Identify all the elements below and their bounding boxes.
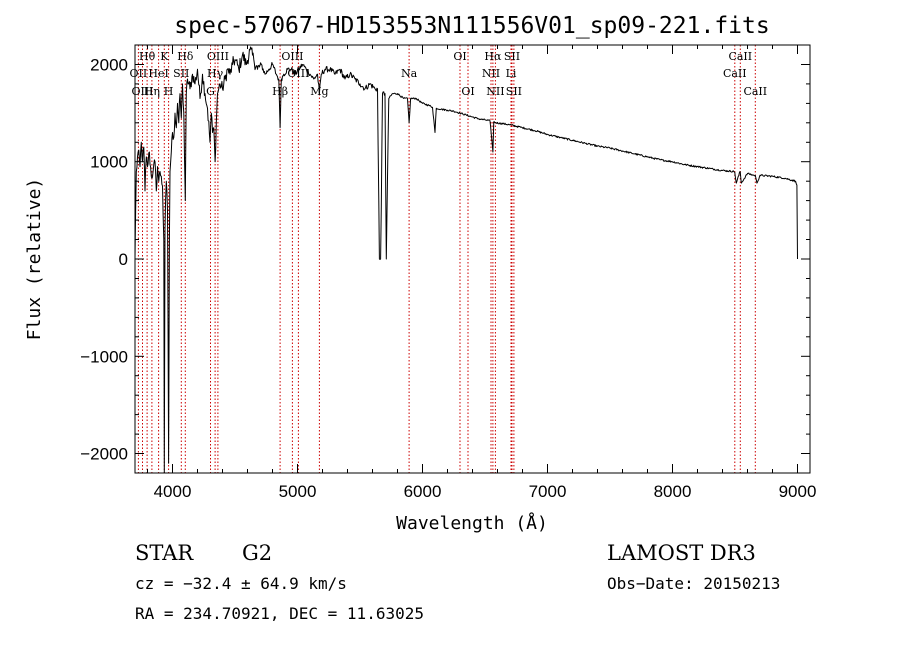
spectral-line-label: Hη bbox=[144, 85, 160, 98]
spectral-line-label: Hδ bbox=[177, 50, 194, 63]
x-tick-label: 8000 bbox=[654, 482, 692, 501]
y-axis-label: Flux (relative) bbox=[24, 178, 45, 341]
x-axis-ticks: 4000 5000 6000 7000 8000 9000 bbox=[147, 45, 817, 501]
obs-date-readout: Obs−Date: 20150213 bbox=[607, 574, 780, 593]
spectral-line-label: Li bbox=[506, 67, 517, 80]
spectral-line-label: CaII bbox=[743, 85, 767, 98]
x-tick-label: 6000 bbox=[404, 482, 442, 501]
spectral-line-label: OII bbox=[130, 67, 148, 80]
spectral-line-labels-layer: Hθ OII OIII K HeI Hη H SII Hδ OIII Hγ G OIII OIII Hβ Mg… bbox=[130, 50, 768, 98]
spectral-line-label: H bbox=[164, 85, 174, 98]
spectral-line-label: K bbox=[160, 50, 169, 63]
spectral-line-label: Mg bbox=[310, 85, 328, 98]
plot-frame bbox=[134, 44, 811, 474]
x-tick-label: 9000 bbox=[779, 482, 817, 501]
y-tick-label: 1000 bbox=[90, 153, 128, 172]
class-label: STAR bbox=[135, 541, 194, 565]
coordinates-readout: RA = 234.70921, DEC = 11.63025 bbox=[135, 604, 424, 623]
x-tick-label: 4000 bbox=[154, 482, 192, 501]
spectral-line-label: SII bbox=[173, 67, 189, 80]
spectral-line-label: OIII bbox=[207, 50, 229, 63]
spectral-line-label: NII bbox=[482, 67, 500, 80]
spectral-line-label: SII bbox=[504, 50, 520, 63]
spectral-line-label: Hθ bbox=[139, 50, 156, 63]
spectral-line-label: OIII bbox=[287, 67, 309, 80]
y-tick-label: 2000 bbox=[90, 56, 128, 75]
spectral-lines-layer bbox=[137, 45, 756, 473]
x-tick-label: 7000 bbox=[529, 482, 567, 501]
spectral-line-label: Na bbox=[401, 67, 418, 80]
spectral-line-label: CaII bbox=[723, 67, 747, 80]
y-tick-label: −1000 bbox=[80, 347, 128, 366]
x-tick-label: 5000 bbox=[279, 482, 317, 501]
y-axis-ticks: −2000 −1000 0 1000 2000 bbox=[80, 44, 810, 474]
spectrum-layer bbox=[134, 46, 798, 474]
spectrum-trace bbox=[134, 46, 798, 474]
y-tick-label: −2000 bbox=[80, 445, 128, 464]
spectral-line-label: NII bbox=[486, 85, 504, 98]
spectral-line-label: OIII bbox=[281, 50, 303, 63]
survey-label: LAMOST DR3 bbox=[607, 541, 756, 565]
spectral-line-label: OI bbox=[461, 85, 474, 98]
spectral-line-label: Hβ bbox=[272, 85, 288, 98]
subclass-label: G2 bbox=[242, 541, 272, 565]
spectral-line-label: CaII bbox=[728, 50, 752, 63]
spectral-line-label: OI bbox=[453, 50, 466, 63]
spectral-line-label: SII bbox=[506, 85, 522, 98]
y-tick-label: 0 bbox=[119, 250, 128, 269]
chart-title: spec-57067-HD153553N111556V01_sp09-221.f… bbox=[174, 13, 769, 39]
x-axis-label: Wavelength (Å) bbox=[396, 512, 548, 534]
redshift-readout: cz = −32.4 ± 64.9 km/s bbox=[135, 574, 347, 593]
spectral-line-label: G bbox=[206, 85, 215, 98]
spectral-line-label: Hγ bbox=[207, 67, 224, 80]
spectral-line-label: HeI bbox=[148, 67, 168, 80]
spectral-line-label: Hα bbox=[484, 50, 502, 63]
spectral-line-label: OIII bbox=[131, 85, 153, 98]
